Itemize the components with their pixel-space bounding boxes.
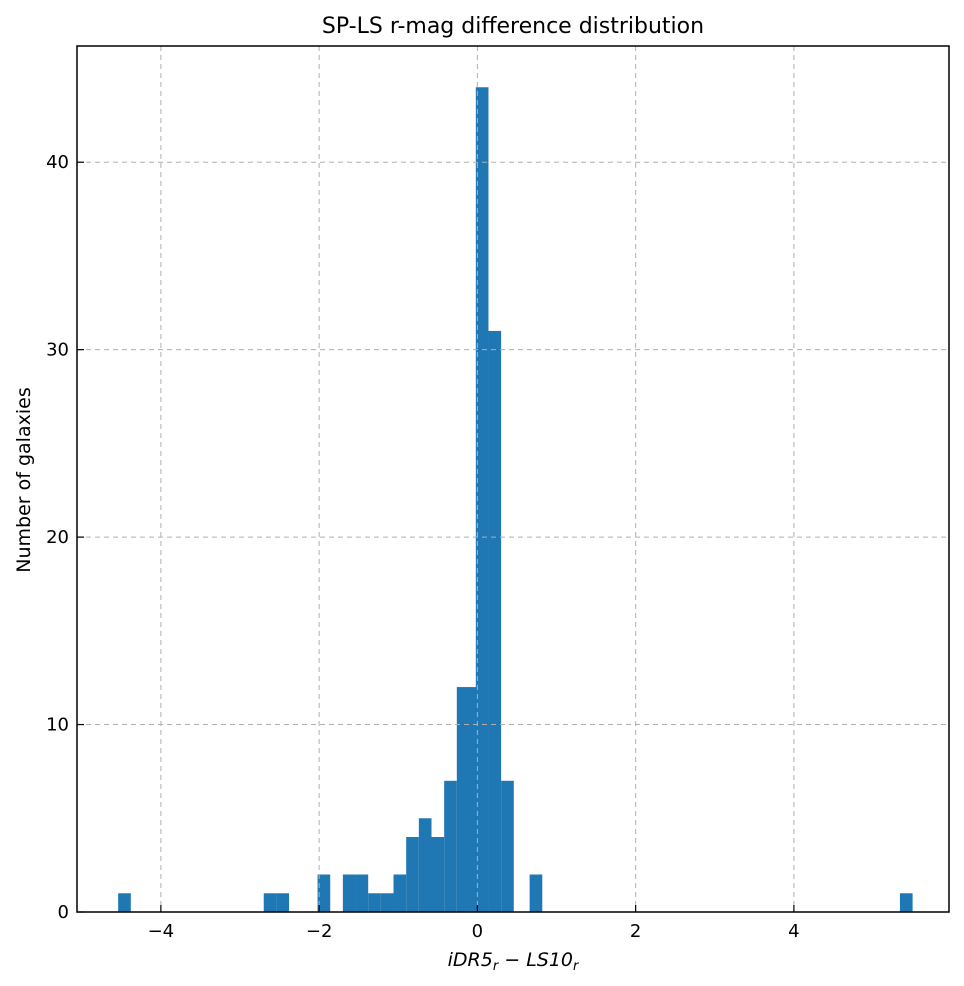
histogram-bar-17 (501, 780, 514, 912)
y-tick-label: 0 (58, 902, 69, 923)
x-axis-label: iDR5r − LS10r (448, 949, 580, 974)
x-axis-label-part: r (573, 959, 580, 974)
histogram-bar-9 (406, 837, 419, 912)
x-axis-label-part: − (498, 949, 526, 971)
histogram-bar-11 (431, 837, 445, 912)
histogram-bar-5 (355, 874, 369, 912)
y-axis-label: Number of galaxies (13, 387, 35, 572)
histogram-bar-3 (317, 874, 331, 912)
plot-frame (76, 45, 950, 913)
y-tick-label: 30 (46, 340, 69, 361)
y-tick-label: 20 (46, 527, 69, 548)
histogram-bar-18 (529, 874, 543, 912)
y-tick-label: 40 (46, 152, 69, 173)
x-tick-label: 0 (472, 921, 483, 942)
histogram-bar-2 (276, 893, 290, 912)
histogram-bar-1 (263, 893, 277, 912)
histogram-bar-0 (118, 893, 131, 912)
histogram-bar-4 (342, 874, 356, 912)
bars (118, 87, 913, 913)
x-tick-label: 2 (630, 921, 641, 942)
histogram-bar-15 (475, 87, 489, 913)
x-axis-label-part: iDR5 (448, 949, 493, 971)
grid-lines (77, 46, 949, 912)
x-tick-label: −2 (306, 921, 333, 942)
histogram-bar-6 (368, 893, 381, 912)
x-axis-label-part: r (493, 959, 500, 974)
y-tick-label: 10 (46, 715, 69, 736)
histogram-bar-19 (899, 893, 913, 912)
histogram-bar-7 (380, 893, 394, 912)
histogram-bar-13 (456, 687, 470, 912)
histogram-bar-8 (393, 874, 407, 912)
x-axis-label-part: LS10 (526, 949, 573, 971)
x-tick-label: −4 (148, 921, 175, 942)
histogram-bar-16 (488, 330, 502, 912)
histogram-bar-12 (444, 780, 457, 912)
x-tick-label: 4 (788, 921, 799, 942)
chart-title: SP-LS r-mag difference distribution (322, 14, 704, 39)
histogram-bar-10 (418, 818, 432, 912)
